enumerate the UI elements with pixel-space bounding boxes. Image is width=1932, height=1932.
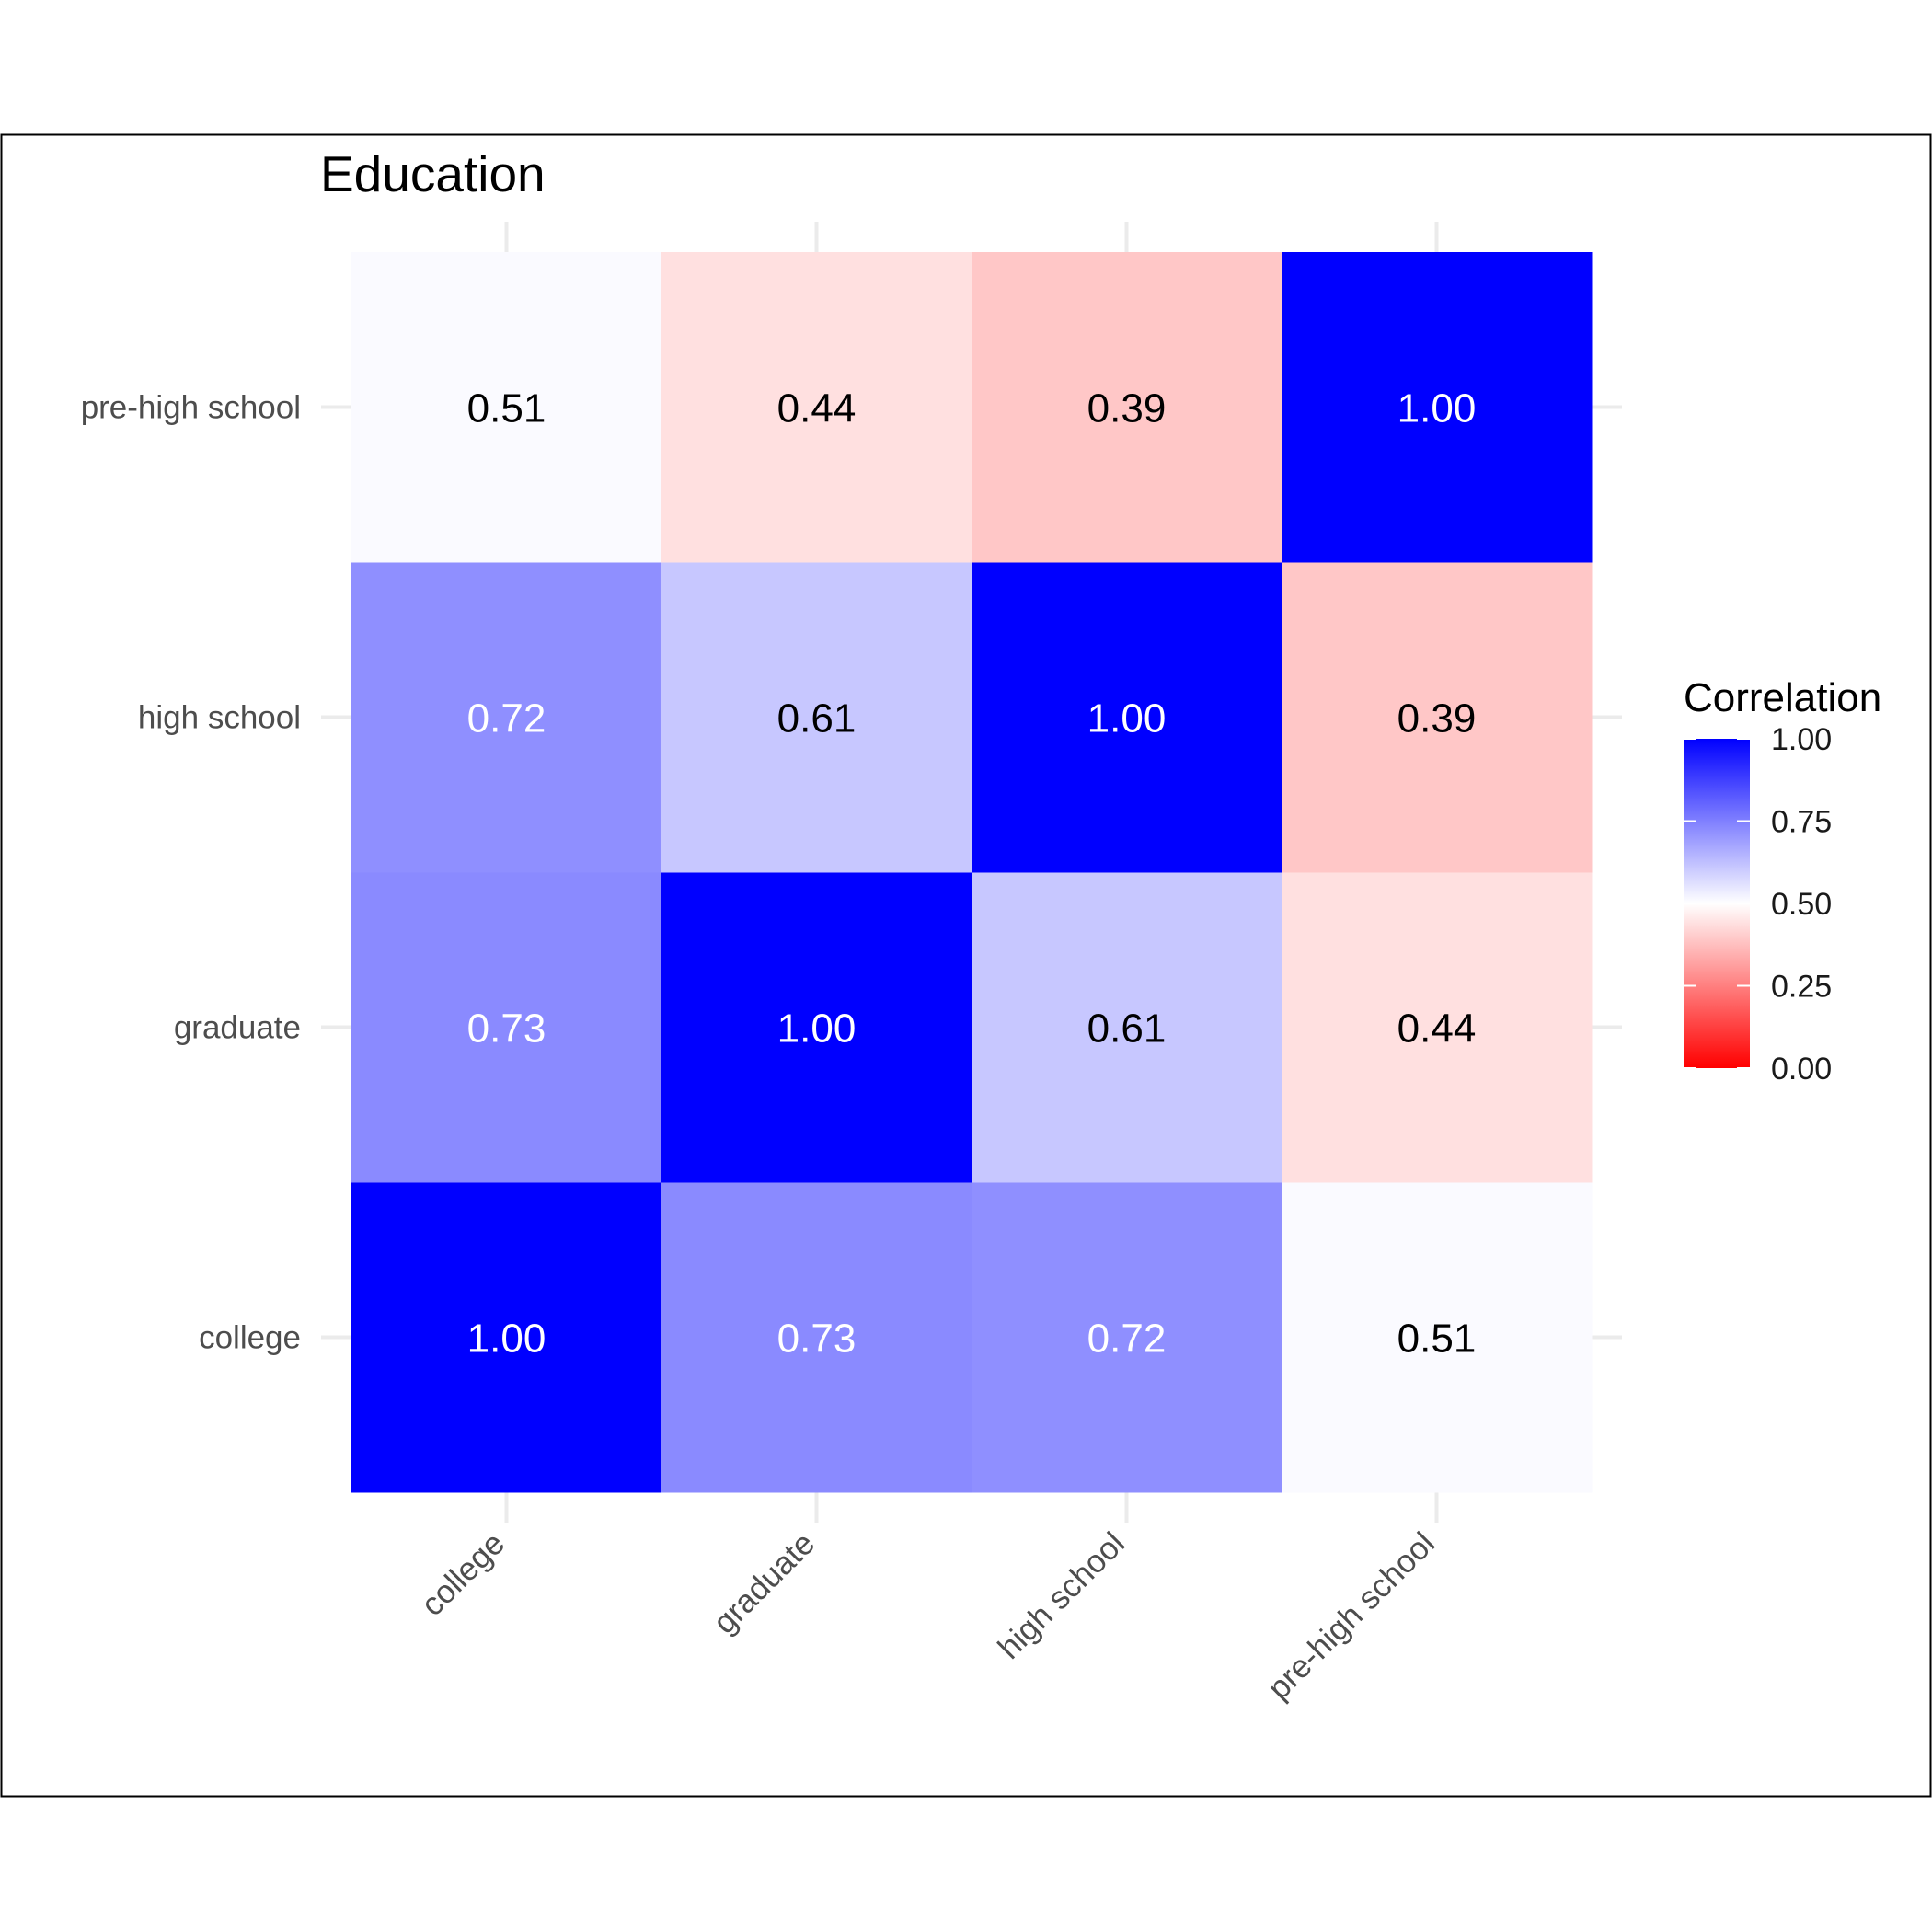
heatmap-cell-college-high-school: [351, 562, 662, 873]
cell-value-label: 1.00: [467, 1317, 546, 1362]
legend-tick-label: 0.00: [1771, 1052, 1832, 1087]
heatmap-cell-graduate-college: [661, 1182, 972, 1493]
cell-value-label: 0.72: [467, 696, 546, 742]
heatmap-cell-pre-high-school-college: [1282, 1182, 1593, 1493]
heatmap-cell-college-graduate: [351, 872, 662, 1183]
heatmap-cell-graduate-pre-high-school: [661, 252, 972, 563]
legend-tick-label: 0.75: [1771, 805, 1832, 840]
cell-value-label: 0.51: [1397, 1317, 1477, 1362]
cell-value-label: 0.51: [467, 386, 546, 431]
heatmap-cell-college-college: [351, 1182, 662, 1493]
cell-value-label: 0.39: [1087, 386, 1167, 431]
cell-value-label: 0.72: [1087, 1317, 1167, 1362]
cell-value-label: 1.00: [1087, 696, 1167, 742]
y-tick-label-pre-high-school: pre-high school: [81, 390, 301, 426]
heatmap-cell-high-school-high-school: [972, 562, 1282, 873]
cell-value-label: 0.73: [467, 1006, 546, 1052]
heatmap-cell-pre-high-school-high-school: [1282, 562, 1593, 873]
heatmap-cell-high-school-college: [972, 1182, 1282, 1493]
heatmap-cell-college-pre-high-school: [351, 252, 662, 563]
y-tick-label-graduate: graduate: [174, 1010, 301, 1046]
legend-tick-label: 0.25: [1771, 970, 1832, 1005]
legend: Correlation 1.00 0.75 0.50 0.25 0.00: [1684, 675, 1881, 1087]
cell-value-labels: 1.00 0.73 0.72 0.51 0.73 1.00 0.61 0.44 0.72 0.61…: [467, 386, 1477, 1362]
heatmap-cells: [351, 252, 1593, 1493]
cell-value-label: 1.00: [1397, 386, 1477, 431]
chart-title: Education: [320, 145, 546, 202]
cell-value-label: 0.61: [777, 696, 857, 742]
cell-value-label: 0.44: [1397, 1006, 1477, 1052]
heatmap-cell-high-school-pre-high-school: [972, 252, 1282, 563]
cell-value-label: 0.44: [777, 386, 857, 431]
y-tick-label-high-school: high school: [138, 700, 301, 736]
y-tick-label-college: college: [199, 1320, 301, 1356]
heatmap-cell-graduate-graduate: [661, 872, 972, 1183]
cell-value-label: 1.00: [777, 1006, 857, 1052]
cell-value-label: 0.61: [1087, 1006, 1167, 1052]
heatmap-cell-high-school-graduate: [972, 872, 1282, 1183]
cell-value-label: 0.39: [1397, 696, 1477, 742]
legend-title: Correlation: [1684, 675, 1881, 720]
heatmap-cell-graduate-high-school: [661, 562, 972, 873]
heatmap-cell-pre-high-school-pre-high-school: [1282, 252, 1593, 563]
heatmap-cell-pre-high-school-graduate: [1282, 872, 1593, 1183]
legend-tick-label: 0.50: [1771, 887, 1832, 922]
cell-value-label: 0.73: [777, 1317, 857, 1362]
legend-tick-label: 1.00: [1771, 722, 1832, 757]
